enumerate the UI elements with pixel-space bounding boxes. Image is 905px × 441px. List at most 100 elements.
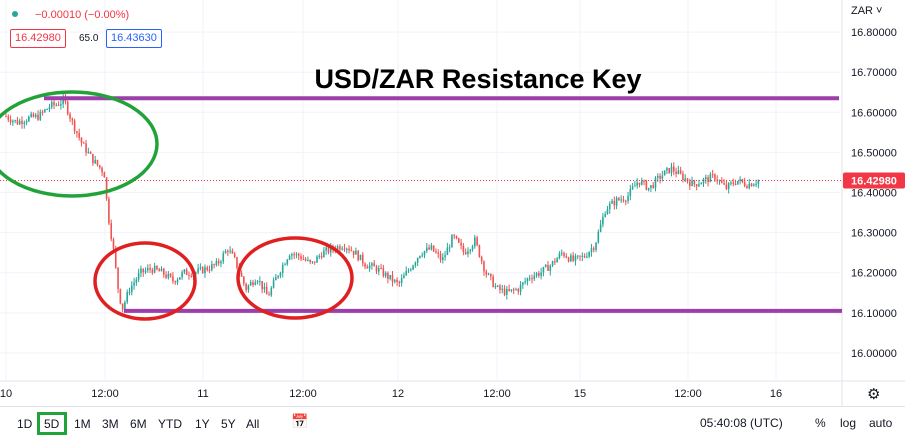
range-1d-button[interactable]: 1D bbox=[17, 417, 33, 431]
candle-body bbox=[533, 275, 536, 279]
candle-body bbox=[672, 166, 675, 172]
red-ellipse bbox=[93, 241, 197, 321]
candle-body bbox=[96, 159, 99, 166]
candle-body bbox=[188, 274, 190, 276]
candle-body bbox=[275, 277, 277, 281]
candle-body bbox=[270, 287, 273, 296]
auto-scale-button[interactable]: auto bbox=[869, 416, 893, 430]
chart-title: USD/ZAR Resistance Key bbox=[314, 64, 641, 94]
candle-body bbox=[679, 170, 682, 174]
candle-body bbox=[686, 178, 689, 182]
candle-body bbox=[412, 265, 414, 270]
candle-body bbox=[309, 259, 311, 263]
candle-body bbox=[709, 174, 712, 183]
price-axis[interactable]: 16.80000 16.70000 16.60000 16.50000 16.40000… bbox=[851, 27, 897, 360]
candle-body bbox=[277, 275, 279, 278]
ask-price[interactable]: 16.43630 bbox=[106, 29, 162, 48]
candle-body bbox=[133, 282, 135, 286]
candle-body bbox=[325, 247, 327, 251]
candle-body bbox=[428, 247, 430, 250]
price-tick-label: 16.60000 bbox=[851, 107, 897, 119]
bid-price[interactable]: 16.42980 bbox=[10, 29, 66, 48]
candle-body bbox=[162, 268, 165, 275]
candle-body bbox=[291, 254, 293, 256]
candle-body bbox=[414, 262, 417, 266]
annotation-ellipses bbox=[0, 90, 354, 321]
candle-body bbox=[224, 250, 227, 254]
log-scale-button[interactable]: log bbox=[840, 416, 857, 430]
candle-body bbox=[98, 165, 101, 168]
candle-body bbox=[393, 279, 396, 282]
candle-body bbox=[268, 294, 270, 296]
candle-body bbox=[448, 247, 451, 249]
candle-body bbox=[517, 289, 520, 292]
candle-body bbox=[142, 268, 145, 273]
candle-body bbox=[243, 276, 245, 284]
candle-body bbox=[391, 274, 394, 282]
candle-body bbox=[114, 248, 117, 268]
candle-body bbox=[581, 255, 584, 257]
candle-body bbox=[442, 257, 444, 261]
candle-body bbox=[32, 113, 35, 117]
time-tick-label: 15 bbox=[574, 388, 586, 400]
price-tick-label: 16.30000 bbox=[851, 228, 897, 240]
candle-body bbox=[462, 245, 465, 253]
candle-body bbox=[14, 120, 16, 122]
range-all-button[interactable]: All bbox=[246, 417, 260, 431]
candle-body bbox=[444, 255, 446, 258]
range-1y-button[interactable]: 1Y bbox=[195, 417, 210, 431]
range-5y-button[interactable]: 5Y bbox=[221, 417, 236, 431]
candle-body bbox=[201, 267, 204, 274]
candle-body bbox=[485, 271, 488, 275]
candle-body bbox=[631, 186, 634, 189]
chevron-down-icon: ˅ bbox=[873, 5, 883, 17]
percent-scale-button[interactable]: % bbox=[815, 416, 826, 430]
candle-body bbox=[526, 278, 529, 282]
price-tick-label: 16.80000 bbox=[851, 27, 897, 39]
candle-body bbox=[677, 170, 680, 174]
range-ytd-button[interactable]: YTD bbox=[158, 417, 182, 431]
range-5d-button[interactable]: 5D bbox=[44, 417, 60, 431]
range-3m-button[interactable]: 3M bbox=[102, 417, 119, 431]
candle-body bbox=[316, 256, 318, 263]
candle-body bbox=[140, 268, 142, 274]
candle-body bbox=[311, 261, 314, 263]
candle-body bbox=[748, 183, 751, 189]
candle-body bbox=[357, 250, 359, 261]
candle-body bbox=[560, 252, 563, 254]
candlestick-series bbox=[5, 92, 760, 313]
candle-body bbox=[476, 237, 478, 246]
candle-body bbox=[149, 268, 151, 270]
candle-body bbox=[743, 181, 746, 187]
candle-body bbox=[492, 276, 494, 287]
candle-body bbox=[103, 172, 106, 178]
candle-body bbox=[185, 269, 188, 275]
candle-body bbox=[179, 277, 181, 280]
range-6m-button[interactable]: 6M bbox=[130, 417, 147, 431]
candle-body bbox=[211, 264, 213, 271]
candle-body bbox=[565, 256, 568, 258]
candle-body bbox=[595, 242, 597, 250]
candle-body bbox=[174, 281, 177, 283]
candle-body bbox=[659, 175, 661, 179]
candle-body bbox=[753, 184, 755, 187]
gear-icon[interactable]: ⚙ bbox=[867, 386, 881, 403]
candle-body bbox=[245, 283, 247, 291]
candle-body bbox=[718, 180, 721, 182]
calendar-icon[interactable]: 📅 bbox=[291, 413, 309, 429]
candle-body bbox=[16, 120, 19, 125]
timezone-clock[interactable]: 05:40:08 (UTC) bbox=[700, 416, 783, 430]
currency-selector[interactable]: ZAR ˅ bbox=[851, 5, 882, 17]
range-1m-button[interactable]: 1M bbox=[74, 417, 91, 431]
time-tick-label: 10 bbox=[0, 388, 12, 400]
candle-body bbox=[153, 265, 156, 273]
candle-body bbox=[389, 274, 392, 279]
time-axis[interactable]: 10 12:00 11 12:00 12 12:00 15 12:00 16 bbox=[0, 388, 782, 400]
price-chart[interactable]: USD/ZAR Resistance Key 16.8000016.700001… bbox=[0, 0, 905, 406]
candle-body bbox=[682, 173, 684, 180]
candle-body bbox=[528, 278, 531, 280]
candle-body bbox=[231, 250, 234, 254]
candle-body bbox=[576, 255, 579, 257]
candle-body bbox=[23, 122, 26, 125]
candle-body bbox=[643, 180, 645, 182]
